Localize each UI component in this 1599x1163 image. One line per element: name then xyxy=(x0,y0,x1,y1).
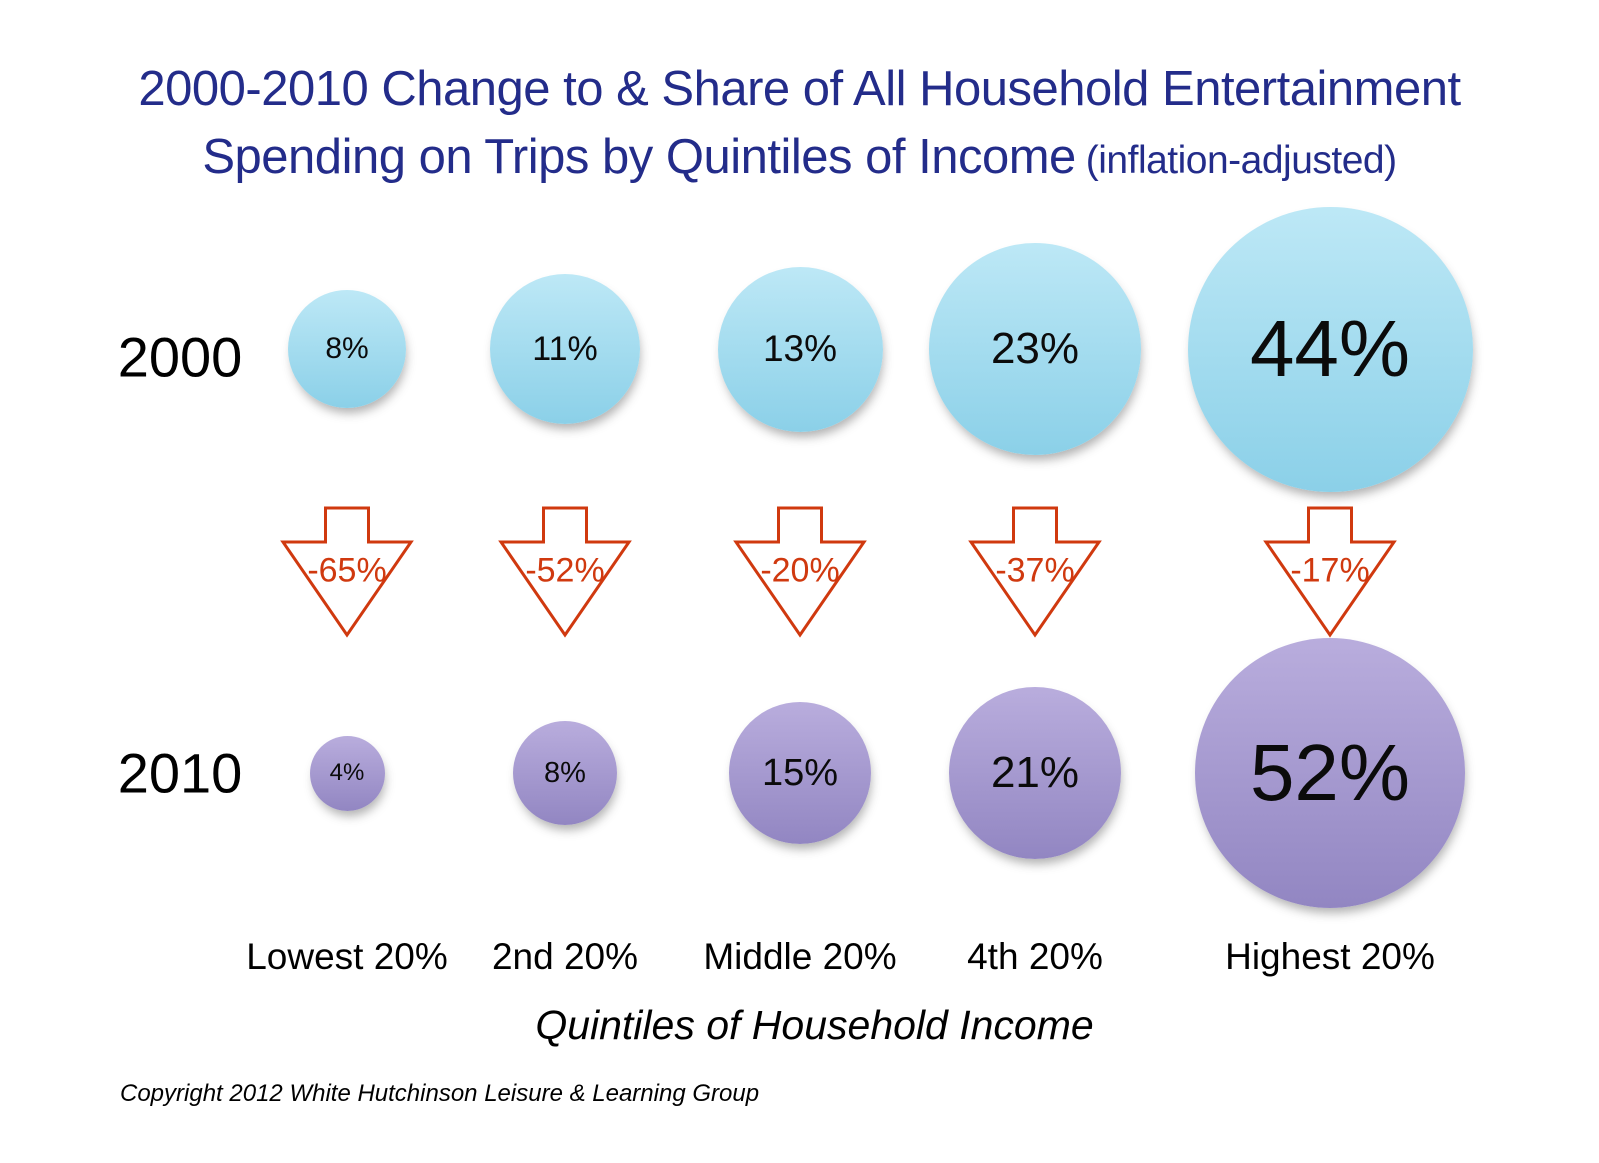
bubble-2010: 15% xyxy=(729,702,871,844)
category-label: Middle 20% xyxy=(703,936,897,977)
copyright-text: Copyright 2012 White Hutchinson Leisure … xyxy=(120,1080,760,1107)
bubble-2010: 8% xyxy=(513,721,617,825)
decline-arrow-icon xyxy=(968,506,1102,638)
bubble-2010: 52% xyxy=(1195,638,1465,908)
chart-title-line1: 2000-2010 Change to & Share of All House… xyxy=(138,62,1461,116)
decline-arrow-icon xyxy=(498,506,632,638)
decline-arrow-label: -52% xyxy=(525,551,605,590)
decline-arrow-label: -65% xyxy=(307,551,387,590)
bubble-2000: 8% xyxy=(288,290,406,408)
category-label: Highest 20% xyxy=(1225,936,1435,977)
x-axis-title: Quintiles of Household Income xyxy=(535,1002,1094,1048)
decline-arrow-icon xyxy=(1263,506,1397,638)
decline-arrow-icon xyxy=(733,506,867,638)
chart-title: 2000-2010 Change to & Share of All House… xyxy=(0,56,1599,191)
bubble-2010: 4% xyxy=(309,735,385,811)
decline-arrow-label: -37% xyxy=(995,551,1075,590)
chart-title-line2: Spending on Trips by Quintiles of Income… xyxy=(0,124,1599,192)
chart-title-note: (inflation-adjusted) xyxy=(1085,138,1397,182)
bubble-2010: 21% xyxy=(949,687,1121,859)
chart-title-line2-main: Spending on Trips by Quintiles of Income xyxy=(202,129,1076,184)
bubble-2000: 23% xyxy=(929,243,1141,455)
category-label: 4th 20% xyxy=(967,936,1103,977)
bubble-2000: 44% xyxy=(1187,206,1473,492)
row-label-2000: 2000 xyxy=(117,325,243,389)
decline-arrow-label: -17% xyxy=(1290,551,1370,590)
category-label: Lowest 20% xyxy=(246,936,448,977)
row-label-2010: 2010 xyxy=(117,741,243,805)
category-label: 2nd 20% xyxy=(491,936,639,977)
decline-arrow-label: -20% xyxy=(760,551,840,590)
bubble-2000: 13% xyxy=(717,266,883,432)
decline-arrow-icon xyxy=(280,506,414,638)
bubble-2000: 11% xyxy=(490,274,640,424)
